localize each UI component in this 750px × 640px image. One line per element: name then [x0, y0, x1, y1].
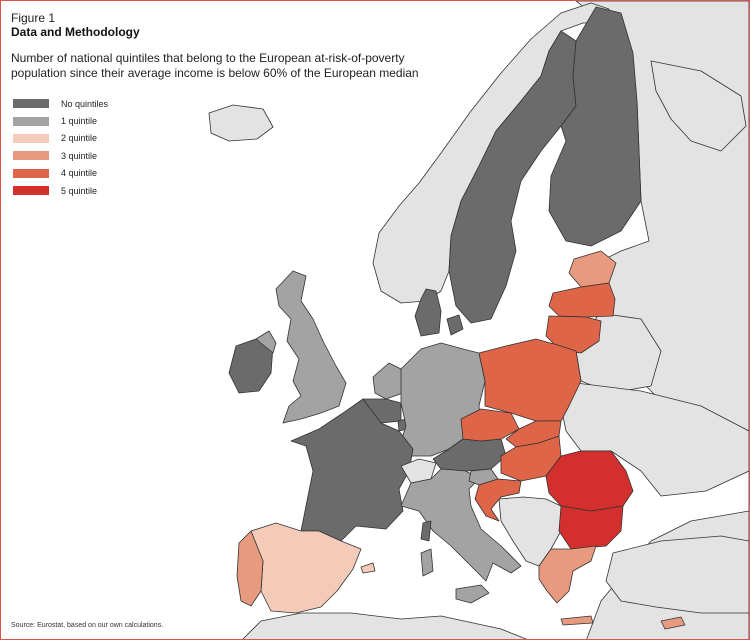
figure-title: Data and Methodology — [11, 25, 140, 39]
legend-swatch — [13, 133, 49, 143]
legend-label: 4 quintile — [61, 168, 98, 179]
region-poland — [478, 338, 582, 422]
legend-label: 5 quintile — [61, 185, 98, 196]
region-kola-peninsula — [650, 60, 747, 152]
region-ukraine — [560, 382, 749, 497]
legend-item-3-quintile: 3 quintile — [13, 147, 108, 164]
figure-header: Figure 1 Data and Methodology Number of … — [11, 11, 431, 81]
legend-item-no-quintiles: No quintiles — [13, 95, 108, 112]
legend-item-2-quintile: 2 quintile — [13, 130, 108, 147]
legend-swatch — [13, 151, 49, 161]
region-croatia — [474, 478, 522, 522]
region-czech-republic — [460, 408, 520, 442]
legend-label: 3 quintile — [61, 150, 98, 161]
region-north-africa — [242, 612, 528, 639]
region-iceland — [208, 104, 274, 142]
legend-label: 2 quintile — [61, 133, 98, 144]
legend-label: No quintiles — [61, 98, 109, 109]
region-romania — [545, 450, 634, 512]
region-turkey — [605, 535, 749, 614]
region-estonia — [568, 250, 617, 288]
region-italy — [400, 468, 522, 582]
region-finland — [548, 6, 642, 247]
region-portugal — [236, 530, 264, 607]
figure-label: Figure 1 — [11, 11, 56, 25]
legend-swatch — [13, 99, 49, 109]
region-northern-ireland — [255, 330, 277, 354]
legend-label: 1 quintile — [61, 116, 98, 127]
region-balearics — [360, 562, 376, 574]
region-switzerland — [400, 458, 437, 484]
region-sardinia — [420, 548, 434, 577]
region-lithuania — [545, 315, 602, 354]
region-corsica — [420, 520, 432, 542]
map-legend: No quintiles 1 quintile 2 quintile 3 qui… — [13, 95, 108, 199]
region-united-kingdom — [275, 270, 347, 424]
region-netherlands — [372, 362, 404, 400]
legend-item-1-quintile: 1 quintile — [13, 112, 108, 129]
region-denmark — [414, 288, 442, 337]
source-note: Source: Eurostat, based on our own calcu… — [11, 622, 164, 629]
region-latvia — [548, 282, 616, 318]
legend-item-4-quintile: 4 quintile — [13, 165, 108, 182]
region-france — [290, 398, 414, 542]
legend-item-5-quintile: 5 quintile — [13, 182, 108, 199]
legend-swatch — [13, 116, 49, 126]
region-bulgaria — [558, 505, 624, 550]
legend-swatch — [13, 168, 49, 178]
region-greece — [538, 545, 597, 604]
legend-swatch — [13, 186, 49, 196]
region-crete — [560, 615, 594, 626]
region-cyprus — [660, 616, 686, 630]
figure-subtitle: Number of national quintiles that belong… — [11, 51, 419, 80]
region-sicily — [455, 584, 490, 604]
region-zealand — [446, 314, 464, 336]
